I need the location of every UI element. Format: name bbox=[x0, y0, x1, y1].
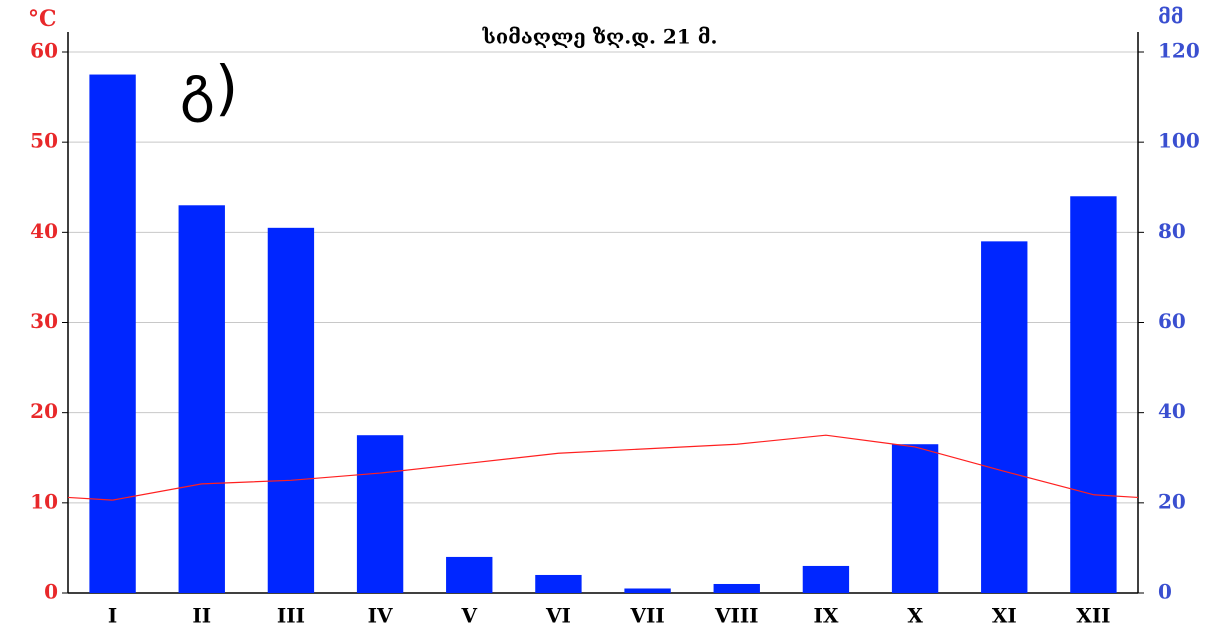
x-tick-label: VIII bbox=[714, 604, 759, 628]
x-tick-label: III bbox=[277, 604, 305, 628]
bar bbox=[624, 588, 671, 593]
y2-axis-label: მმ bbox=[1158, 5, 1184, 29]
y-tick-label: 40 bbox=[30, 219, 58, 243]
y2-tick-label: 60 bbox=[1158, 309, 1186, 333]
bar bbox=[267, 227, 315, 593]
x-tick-label: V bbox=[460, 604, 477, 628]
bar bbox=[981, 241, 1028, 593]
x-tick-label: VI bbox=[545, 604, 571, 628]
temperature-line bbox=[112, 434, 1094, 501]
bar bbox=[535, 574, 582, 593]
bar bbox=[802, 565, 850, 593]
bar bbox=[891, 444, 939, 593]
bar bbox=[89, 74, 136, 593]
x-tick-label: VII bbox=[629, 604, 664, 628]
y-tick-label: 50 bbox=[30, 129, 58, 153]
bar bbox=[1070, 196, 1117, 593]
y2-tick-label: 0 bbox=[1158, 580, 1172, 604]
line-edge bbox=[1093, 494, 1139, 499]
x-tick-label: II bbox=[192, 604, 211, 628]
annotation: გ) bbox=[180, 54, 238, 124]
y-tick-label: 0 bbox=[44, 580, 58, 604]
x-tick-label: XII bbox=[1076, 604, 1110, 628]
x-tick-label: IX bbox=[813, 604, 838, 628]
bar bbox=[356, 435, 404, 593]
x-tick-label: X bbox=[907, 604, 923, 628]
bar bbox=[446, 556, 493, 593]
y-tick-label: 20 bbox=[30, 399, 58, 423]
y2-tick-label: 40 bbox=[1158, 399, 1186, 423]
y2-tick-label: 100 bbox=[1158, 129, 1200, 153]
line-edge bbox=[67, 496, 113, 501]
x-tick-label: IV bbox=[368, 604, 393, 628]
y2-tick-label: 20 bbox=[1158, 489, 1186, 513]
bar bbox=[713, 583, 760, 593]
chart-title: სიმაღლე ზღ.დ. 21 მ. bbox=[482, 25, 718, 49]
y-tick-label: 60 bbox=[30, 39, 58, 63]
y2-tick-label: 120 bbox=[1158, 39, 1200, 63]
x-tick-label: XI bbox=[992, 604, 1017, 628]
x-tick-label: I bbox=[108, 604, 117, 628]
y-axis-label: °C bbox=[28, 6, 57, 32]
bar bbox=[178, 205, 225, 594]
y-tick-label: 10 bbox=[30, 489, 58, 513]
y-tick-label: 30 bbox=[30, 309, 58, 333]
y2-tick-label: 80 bbox=[1158, 219, 1186, 243]
